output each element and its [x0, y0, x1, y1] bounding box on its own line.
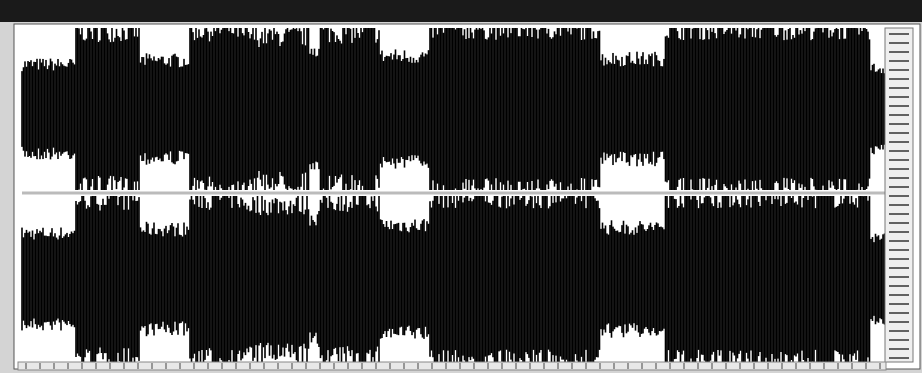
waveform — [21, 28, 886, 362]
level-ruler — [884, 27, 914, 363]
time-ruler — [17, 361, 887, 371]
title-bar — [0, 0, 922, 22]
ruler-ticks — [889, 33, 909, 359]
time-ruler-ticks — [25, 363, 881, 369]
